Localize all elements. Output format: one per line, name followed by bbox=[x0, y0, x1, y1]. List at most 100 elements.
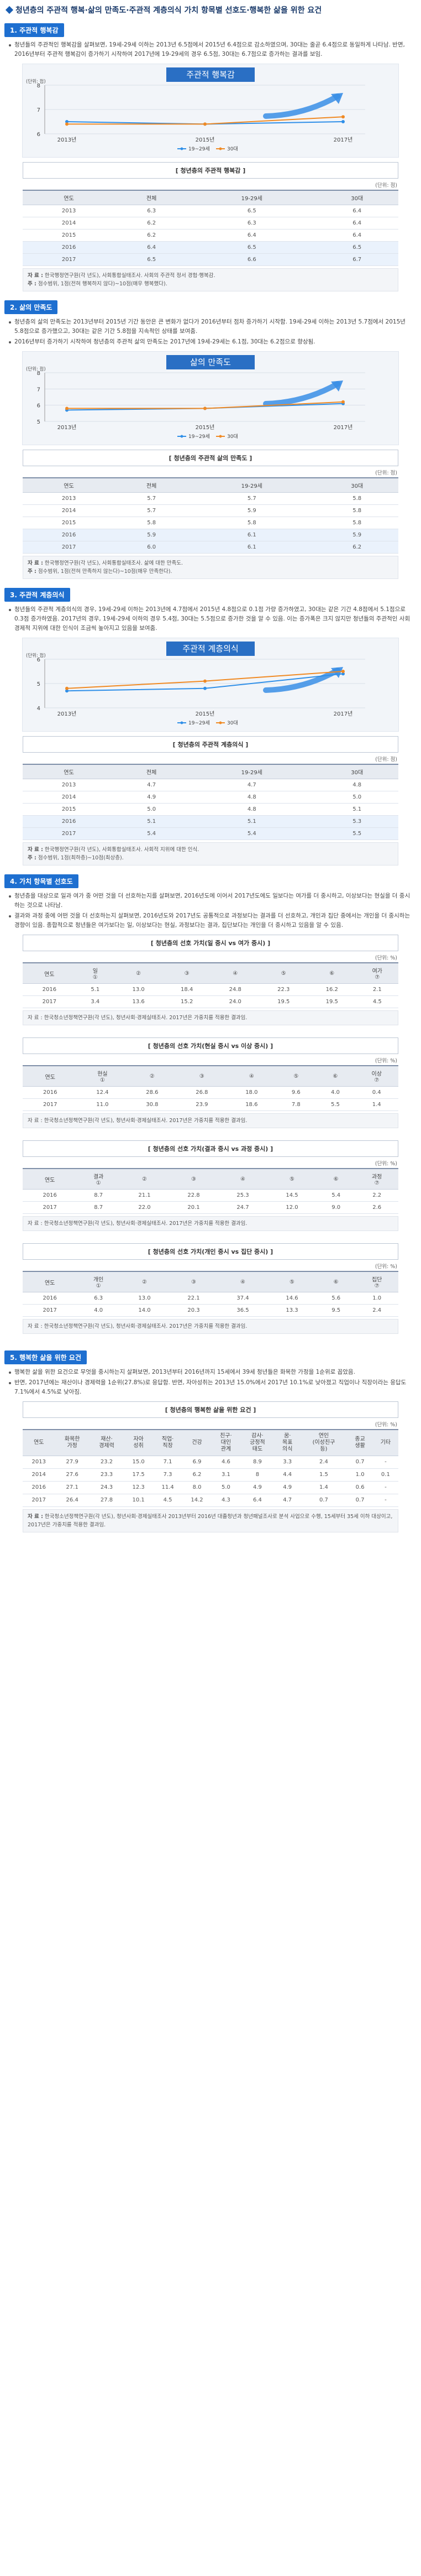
table-cell: 4.7 bbox=[275, 1494, 301, 1507]
table-cell: 5.8 bbox=[315, 492, 398, 505]
table-cell: 19.5 bbox=[259, 995, 308, 1008]
column-header: ② bbox=[120, 1271, 170, 1292]
table-cell: 9.6 bbox=[276, 1086, 316, 1099]
data-point bbox=[203, 679, 207, 683]
section-heading: 3. 주관적 계층의식 bbox=[4, 588, 70, 602]
table-cell: 9.5 bbox=[317, 1304, 356, 1317]
column-header: 건강 bbox=[182, 1429, 212, 1456]
column-header: ⑤ bbox=[276, 1065, 316, 1087]
table-cell: 9.0 bbox=[317, 1201, 356, 1214]
table-cell: 4.8 bbox=[188, 791, 316, 804]
table-cell: 5.8 bbox=[115, 517, 188, 529]
column-header: ④ bbox=[211, 962, 260, 984]
row-year: 2016 bbox=[23, 1292, 77, 1305]
table-cell: - bbox=[372, 1481, 398, 1494]
table-caption: [ 청년층의 주관적 삶의 만족도 ] bbox=[23, 450, 398, 466]
data-point bbox=[341, 400, 345, 404]
table-cell: 4.0 bbox=[77, 1304, 120, 1317]
requirements-table-block: [ 청년층의 행복한 삶을 위한 요건 ] (단위: %) 연도 화목한 가정 재산… bbox=[23, 1401, 398, 1532]
data-point bbox=[65, 122, 69, 126]
y-tick-label: 6 bbox=[37, 403, 40, 409]
table-cell: 22.3 bbox=[259, 983, 308, 996]
column-header: 전체 bbox=[115, 477, 188, 493]
table-caption: [ 청년층의 행복한 삶을 위한 요건 ] bbox=[23, 1401, 398, 1418]
y-tick-label: 7 bbox=[37, 387, 40, 393]
table-cell: 17.5 bbox=[124, 1468, 154, 1482]
data-point bbox=[341, 120, 345, 123]
table-cell: 22.0 bbox=[120, 1201, 170, 1214]
table-cell: 24.3 bbox=[89, 1481, 124, 1494]
table-cell: 11.4 bbox=[153, 1481, 183, 1494]
table-cell: 19.5 bbox=[308, 995, 356, 1008]
table-caption: [ 청년층의 선호 가치(결과 중시 vs 과정 중시) ] bbox=[23, 1140, 398, 1157]
table-row: 2014 5.7 5.9 5.8 bbox=[23, 504, 398, 517]
happiness-table: 연도 전체 19-29세 30대 2013 6.3 6.5 6.4 2014 6.2 6.3 6.4 2… bbox=[23, 190, 398, 266]
source-note: 자 료 : 한국행정연구원(각 년도), 사회통합실태조사. 사회의 주관적 정… bbox=[23, 268, 398, 291]
table-cell: 6.7 bbox=[315, 253, 398, 266]
table-caption: [ 청년층의 선호 가치(개인 중시 vs 집단 중시) ] bbox=[23, 1243, 398, 1260]
note-line: 자 료 : 한국행정연구원(각 년도), 사회통합실태조사. 사회의 주관적 정… bbox=[28, 272, 393, 280]
table-cell: 6.5 bbox=[115, 253, 188, 266]
value-table-block: [ 청년층의 선호 가치(현실 중시 vs 이상 중시) ] (단위: %) 연도 현… bbox=[23, 1037, 398, 1128]
row-year: 2015 bbox=[23, 803, 115, 816]
table-cell: 2.1 bbox=[356, 983, 398, 996]
legend-marker bbox=[180, 435, 183, 438]
table-cell: 14.6 bbox=[267, 1292, 317, 1305]
table-cell: 20.3 bbox=[169, 1304, 219, 1317]
legend-label: 30대 bbox=[227, 720, 238, 726]
table-cell: 13.6 bbox=[114, 995, 163, 1008]
table-cell: 2.4 bbox=[355, 1304, 398, 1317]
table-cell: 6.4 bbox=[188, 229, 316, 242]
column-header: ⑥ bbox=[315, 1065, 355, 1087]
table-cell: 5.7 bbox=[115, 504, 188, 517]
table-cell: 1.5 bbox=[300, 1468, 348, 1482]
table-row: 2017 26.4 27.8 10.1 4.5 14.2 4.3 6.4 4.7 0.7 0.7- bbox=[23, 1494, 398, 1507]
column-header: ③ bbox=[169, 1168, 219, 1190]
section-happy-life-requirements: 5. 행복한 삶을 위한 요건 행복한 삶을 위한 요건으로 무엇을 중시하는지… bbox=[4, 1346, 417, 1532]
table-cell: 6.6 bbox=[188, 253, 316, 266]
column-header: 연도 bbox=[23, 1429, 55, 1456]
table-cell: 8.7 bbox=[77, 1201, 120, 1214]
table-cell: 6.0 bbox=[115, 541, 188, 554]
table-cell: 13.0 bbox=[114, 983, 163, 996]
source-note: 자 료 : 한국청소년정책연구원(각 년도), 청년사회·경제실태조사 2013… bbox=[23, 1509, 398, 1532]
table-caption: [ 청년층의 주관적 행복감 ] bbox=[23, 162, 398, 179]
table-cell: 0.1 bbox=[372, 1468, 398, 1482]
legend-marker bbox=[219, 721, 222, 724]
table-cell: 18.6 bbox=[227, 1098, 277, 1111]
table-cell: 8 bbox=[240, 1468, 275, 1482]
table-cell: 26.4 bbox=[55, 1494, 90, 1507]
x-tick-label: 2015년 bbox=[196, 424, 215, 431]
section-value-preference: 4. 가치 항목별 선호도 청년층을 대상으로 일과 여가 중 어떤 것을 더 … bbox=[4, 870, 417, 1334]
source-note: 자 료 : 한국청소년정책연구원(각 년도), 청년사회·경제실태조사. 201… bbox=[23, 1010, 398, 1025]
table-row: 2017 3.4 13.6 15.2 24.0 19.5 19.5 4.5 bbox=[23, 995, 398, 1008]
table-cell: 6.1 bbox=[188, 541, 316, 554]
legend-marker bbox=[219, 147, 222, 150]
column-header: 이상 ⑦ bbox=[355, 1065, 398, 1087]
column-header: ⑤ bbox=[267, 1168, 317, 1190]
column-header: 연도 bbox=[23, 764, 115, 779]
column-header: 전체 bbox=[115, 764, 188, 779]
data-point bbox=[65, 686, 69, 690]
note-key: 자 료 : bbox=[28, 273, 43, 279]
row-year: 2014 bbox=[23, 791, 115, 804]
table-cell: 23.9 bbox=[177, 1098, 227, 1111]
column-header: ④ bbox=[218, 1168, 268, 1190]
data-point bbox=[65, 689, 69, 693]
table-row: 2017 6.5 6.6 6.7 bbox=[23, 253, 398, 266]
table-row: 2016 8.7 21.1 22.8 25.3 14.5 5.4 2.2 bbox=[23, 1189, 398, 1202]
note-line: 주 : 점수범위, 1점(전혀 만족하지 않는다)~10점(매우 만족한다). bbox=[28, 567, 393, 576]
column-header: 집단 ⑦ bbox=[355, 1271, 398, 1292]
row-year: 2017 bbox=[23, 253, 115, 266]
table-row: 2014 4.9 4.8 5.0 bbox=[23, 791, 398, 804]
note-key: 자 료 : bbox=[28, 847, 43, 853]
class-table-block: [ 청년층의 주관적 계층의식 ] (단위: 점) 연도 전체 19-29세 30대 2… bbox=[23, 736, 398, 865]
value-table-block: [ 청년층의 선호 가치(일 중시 vs 여가 중시) ] (단위: %) 연도 일 … bbox=[23, 935, 398, 1025]
table-cell: 12.3 bbox=[124, 1481, 154, 1494]
table-cell: 24.0 bbox=[211, 995, 260, 1008]
note-value: 점수범위, 1점(최하층)~10점(최상층). bbox=[36, 855, 124, 861]
note-value: 한국행정연구원(각 년도), 사회통합실태조사. 사회의 주관적 정서 경험·행… bbox=[43, 273, 215, 279]
table-row: 2017 4.0 14.0 20.3 36.5 13.3 9.5 2.4 bbox=[23, 1304, 398, 1317]
value-table-block: [ 청년층의 선호 가치(결과 중시 vs 과정 중시) ] (단위: %) 연도 결… bbox=[23, 1140, 398, 1231]
x-tick-label: 2017년 bbox=[334, 137, 353, 143]
